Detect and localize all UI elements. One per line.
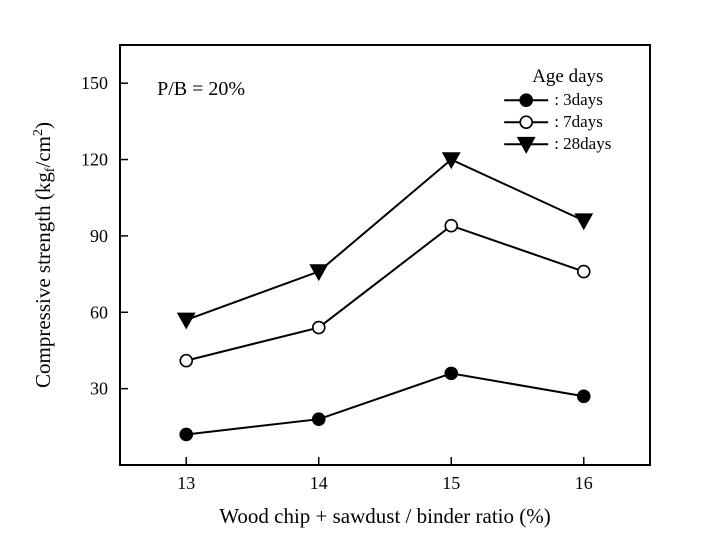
y-tick-label: 90 [90, 226, 108, 246]
legend-item-label: : 28days [554, 134, 611, 153]
marker-circle [180, 355, 192, 367]
y-tick-label: 120 [81, 150, 108, 170]
marker-circle [180, 428, 192, 440]
y-tick-label: 30 [90, 379, 108, 399]
marker-circle [578, 390, 590, 402]
marker-circle [520, 116, 532, 128]
marker-circle [520, 94, 532, 106]
annotation-pb: P/B = 20% [157, 78, 245, 100]
legend-title: Age days [532, 66, 603, 87]
y-tick-label: 60 [90, 302, 108, 322]
legend-item-label: : 3days [554, 90, 603, 109]
marker-circle [313, 413, 325, 425]
marker-circle [578, 266, 590, 278]
marker-circle [313, 322, 325, 334]
marker-circle [445, 367, 457, 379]
chart-container: 13 14 15 16 30 60 90 120 150 Wood chip + sawdust … [0, 0, 710, 555]
marker-circle [445, 220, 457, 232]
x-tick-label: 15 [442, 473, 460, 493]
x-tick-label: 16 [575, 473, 593, 493]
legend-item-label: : 7days [554, 112, 603, 131]
x-tick-label: 14 [310, 473, 328, 493]
compressive-strength-chart: 13 14 15 16 30 60 90 120 150 Wood chip + sawdust … [0, 0, 710, 555]
x-tick-label: 13 [177, 473, 195, 493]
y-axis-label: Compressive strength (kgf/cm2) [31, 122, 58, 388]
y-tick-label: 150 [81, 73, 108, 93]
x-axis-label: Wood chip + sawdust / binder ratio (%) [219, 504, 551, 528]
